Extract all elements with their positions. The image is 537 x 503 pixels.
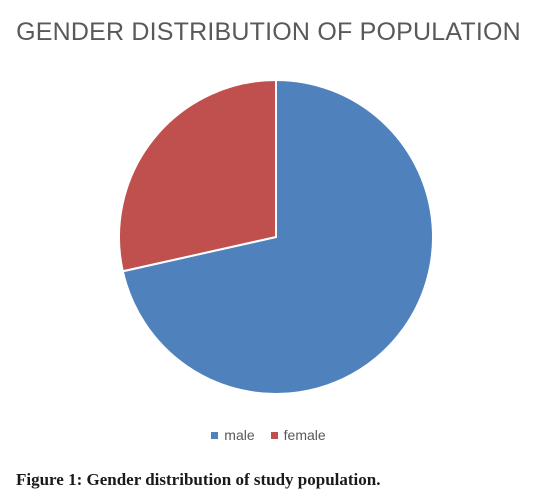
legend-item-female: female [270,427,326,443]
pie-slice-female [118,78,277,273]
pie-slice-male [121,78,434,395]
legend: male female [0,427,537,443]
legend-label-female: female [283,427,326,443]
figure-caption: Figure 1: Gender distribution of study p… [16,470,381,489]
legend-item-male: male [211,427,255,443]
legend-swatch-female [270,431,278,439]
legend-swatch-male [211,431,219,439]
legend-label-male: male [224,427,255,443]
chart-title: GENDER DISTRIBUTION OF POPULATION [16,18,521,46]
